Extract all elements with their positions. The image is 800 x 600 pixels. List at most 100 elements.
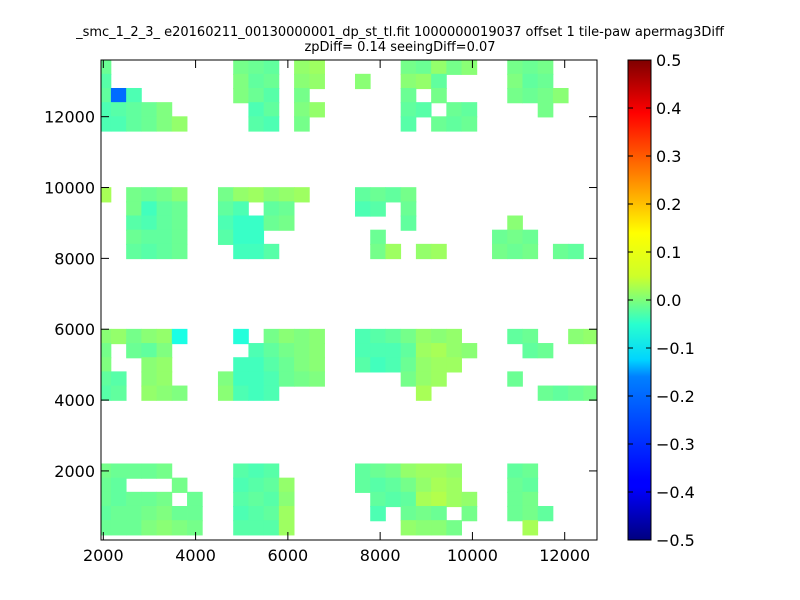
heatmap-cell (370, 463, 386, 479)
heatmap-cell (278, 328, 295, 345)
colorbar-tick-label: −0.5 (656, 531, 695, 550)
heatmap-cell (141, 491, 157, 508)
heatmap-cell (126, 229, 142, 245)
x-tick-label: 10000 (447, 546, 498, 565)
heatmap-cell (101, 505, 112, 522)
heatmap-cell (522, 463, 539, 479)
heatmap-cell (446, 328, 462, 345)
heatmap-cell (294, 187, 310, 203)
heatmap-cell (101, 87, 112, 104)
heatmap-cell (415, 343, 432, 359)
heatmap-cell (309, 102, 325, 118)
heatmap-cell (263, 505, 280, 522)
heatmap-cell (431, 243, 447, 260)
heatmap-cell (370, 505, 386, 522)
heatmap-cell (156, 328, 173, 345)
heatmap-cell (126, 505, 142, 522)
heatmap-cell (248, 102, 265, 118)
heatmap-cell (101, 187, 112, 203)
heatmap-cell (101, 520, 112, 536)
heatmap-cell (370, 477, 386, 493)
heatmap-cell (522, 60, 539, 75)
heatmap-cell (110, 520, 127, 536)
heatmap-cell (537, 102, 554, 118)
heatmap-cell (537, 60, 554, 75)
heatmap-cell (400, 201, 417, 217)
heatmap-cell (233, 60, 249, 75)
colorbar (628, 60, 651, 540)
heatmap-cell (101, 385, 112, 401)
heatmap-cell (233, 229, 249, 245)
heatmap-cell (263, 385, 280, 401)
heatmap-cell (171, 116, 188, 132)
heatmap-cell (400, 116, 417, 132)
x-tick-label: 2000 (83, 546, 124, 565)
heatmap-cell (248, 357, 265, 373)
heatmap-cell (171, 328, 188, 345)
x-tick-label: 12000 (539, 546, 590, 565)
heatmap-cell (507, 491, 523, 508)
heatmap-cell (446, 520, 462, 536)
heatmap-cell (263, 87, 280, 104)
heatmap-cell (233, 371, 249, 387)
heatmap-cell (233, 87, 249, 104)
heatmap-cell (537, 505, 554, 522)
heatmap-cell (522, 229, 539, 245)
heatmap-cell (385, 463, 402, 479)
heatmap-cell (400, 87, 417, 104)
heatmap-cell (522, 491, 539, 508)
colorbar-tick-label: 0.4 (656, 99, 681, 118)
heatmap-cell (385, 328, 402, 345)
heatmap-cell (400, 343, 417, 359)
heatmap-cell (126, 87, 142, 104)
heatmap-cell (568, 243, 584, 260)
heatmap-cell (110, 463, 127, 479)
heatmap-cell (415, 328, 432, 345)
heatmap-cell (507, 505, 523, 522)
heatmap-cell (370, 243, 386, 260)
heatmap-cell (507, 229, 523, 245)
colorbar-tick-label: −0.3 (656, 435, 695, 454)
heatmap-cell (385, 491, 402, 508)
heatmap-cell (126, 520, 142, 536)
heatmap-cell (522, 520, 539, 536)
heatmap-cell (552, 87, 569, 104)
heatmap-cell (522, 505, 539, 522)
heatmap-cell (101, 116, 112, 132)
y-tick-label: 6000 (54, 320, 95, 339)
heatmap-cell (248, 463, 265, 479)
heatmap-cell (263, 73, 280, 90)
heatmap-cell (171, 385, 188, 401)
heatmap-cell (355, 328, 371, 345)
heatmap-cell (446, 116, 462, 132)
heatmap-cell (171, 229, 188, 245)
heatmap-cell (431, 87, 447, 104)
heatmap-cell (263, 116, 280, 132)
heatmap-cell (385, 357, 402, 373)
heatmap-cell (294, 357, 310, 373)
heatmap-cell (583, 328, 598, 345)
heatmap-cell (309, 357, 325, 373)
heatmap-cell (187, 520, 203, 536)
x-tick-label: 4000 (175, 546, 216, 565)
heatmap-cell (233, 505, 249, 522)
heatmap-cell (156, 102, 173, 118)
heatmap-cell (233, 477, 249, 493)
heatmap-cell (355, 187, 371, 203)
heatmap-cell (263, 201, 280, 217)
heatmap-cell (263, 520, 280, 536)
heatmap-cell (126, 491, 142, 508)
heatmap-cell (126, 343, 142, 359)
colorbar-tick-label: 0.0 (656, 291, 681, 310)
heatmap-cell (400, 73, 417, 90)
heatmap-cell (126, 463, 142, 479)
heatmap-cell (415, 357, 432, 373)
heatmap-cell (156, 385, 173, 401)
heatmap-cell (101, 60, 112, 75)
heatmap-cell (217, 385, 234, 401)
heatmap-cell (187, 505, 203, 522)
heatmap-cell (355, 73, 371, 90)
y-tick-label: 10000 (44, 179, 95, 198)
heatmap-cell (248, 215, 265, 231)
heatmap-cell (263, 491, 280, 508)
